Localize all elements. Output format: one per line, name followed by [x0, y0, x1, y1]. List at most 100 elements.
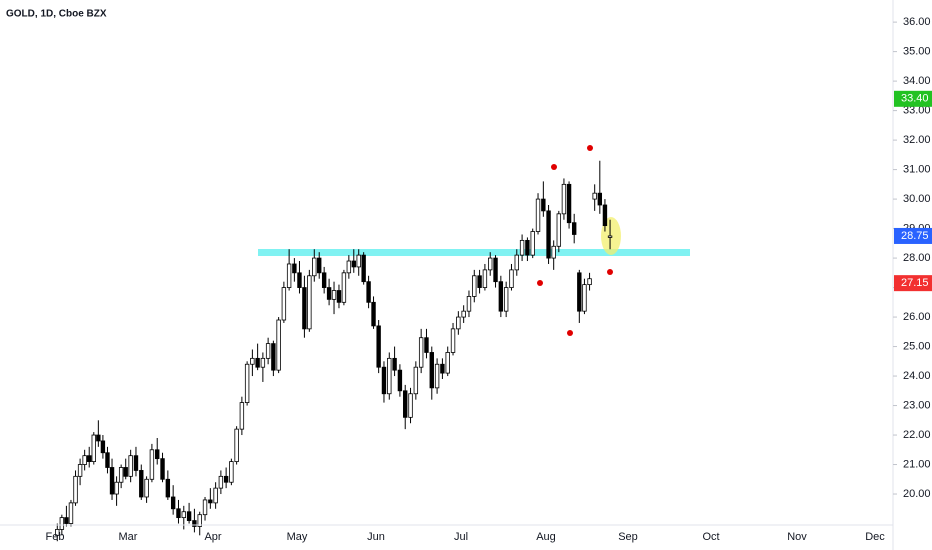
candle-body — [286, 263, 292, 288]
candle-body — [366, 281, 371, 303]
x-tick-label: May — [287, 531, 308, 543]
candle-body — [55, 529, 60, 536]
candle-body — [265, 343, 271, 359]
price-tag — [894, 90, 932, 107]
candle-body — [376, 325, 381, 368]
candle-body — [346, 260, 352, 274]
candle-body — [493, 257, 498, 283]
candle-body — [255, 357, 260, 368]
candle-body — [341, 272, 347, 303]
x-tick-label: Feb — [46, 531, 65, 543]
candle-body — [571, 222, 577, 235]
candle-body — [408, 393, 413, 418]
candle-body — [307, 275, 312, 330]
price-tag — [894, 275, 932, 292]
candle-body — [87, 455, 92, 462]
y-tick-label: 25.00 — [903, 340, 931, 352]
candle-body — [317, 257, 322, 274]
candle-body — [100, 440, 106, 454]
y-tick-label: 22.00 — [903, 429, 931, 441]
candle-body — [434, 363, 440, 389]
x-tick-label: Jul — [454, 531, 468, 543]
candle-body — [114, 481, 119, 495]
price-tag-label: 27.15 — [901, 277, 929, 289]
candle-body — [418, 337, 424, 368]
candle-body — [96, 434, 101, 442]
candle-body — [456, 316, 461, 330]
candle-body — [413, 366, 419, 395]
marker-dot — [567, 330, 573, 336]
candles — [55, 160, 613, 542]
candle-body — [561, 183, 567, 215]
candle-body — [351, 260, 356, 268]
candle-body — [139, 470, 144, 498]
price-tag-label: 33.40 — [901, 93, 929, 105]
candle-body — [312, 257, 317, 277]
candle-body — [331, 290, 337, 300]
x-tick-label: Sep — [618, 531, 638, 543]
candle-body — [77, 464, 83, 477]
candle-body — [64, 517, 69, 524]
candle-body — [597, 192, 603, 206]
candle-body — [429, 352, 434, 389]
price-tag-label: 28.75 — [901, 230, 929, 242]
y-tick-label: 36.00 — [903, 16, 931, 28]
candle-body — [592, 192, 597, 200]
candle-body — [181, 511, 186, 519]
candle-body — [381, 366, 387, 395]
candle-body — [176, 508, 181, 519]
candle-body — [281, 287, 287, 321]
candle-body — [144, 478, 149, 498]
candle-body — [244, 363, 250, 403]
candle-body — [186, 511, 192, 521]
candle-body — [276, 319, 281, 371]
candle-body — [223, 475, 229, 483]
candle-body — [541, 198, 546, 212]
candle-body — [239, 402, 245, 430]
candle-body — [165, 478, 171, 498]
candle-body — [530, 231, 535, 256]
candle-body — [128, 455, 133, 477]
candle-body — [73, 475, 78, 504]
candle-body — [82, 455, 87, 465]
candle-body — [202, 499, 208, 516]
candle-body — [397, 369, 403, 392]
candle-body — [450, 328, 456, 353]
x-tick-label: Nov — [787, 531, 807, 543]
y-tick-label: 26.00 — [903, 311, 931, 323]
candle-body — [133, 455, 139, 471]
candle-body — [424, 337, 429, 353]
candle-body — [229, 461, 234, 483]
candle-body — [440, 363, 445, 374]
candle-body — [577, 272, 582, 312]
candle-body — [302, 287, 307, 330]
marker-dot — [607, 269, 613, 275]
chart-title: GOLD, 1D, Cboe BZX — [6, 9, 107, 20]
candle-body — [602, 204, 608, 227]
candle-body — [250, 357, 255, 365]
candle-body — [551, 245, 556, 259]
y-tick-label: 34.00 — [903, 75, 931, 87]
candle-body — [514, 254, 519, 271]
candle-body — [260, 357, 266, 368]
candle-body — [218, 475, 224, 489]
candle-body — [68, 502, 74, 524]
candle-body — [498, 281, 504, 312]
x-tick-label: Mar — [119, 531, 138, 543]
marker-dot — [587, 145, 593, 151]
candle-body — [149, 449, 155, 480]
candle-body — [234, 428, 239, 462]
x-tick-label: Jun — [367, 531, 385, 543]
candle-body — [160, 458, 165, 480]
candle-body — [356, 254, 361, 268]
marker-dot — [537, 280, 543, 286]
y-tick-label: 31.00 — [903, 163, 931, 175]
candle-body — [477, 275, 482, 288]
candle-body — [297, 272, 302, 288]
candle-body — [123, 467, 128, 477]
candle-body — [472, 275, 477, 297]
candle-body — [336, 290, 342, 303]
support-zone — [258, 249, 690, 256]
candle-body — [488, 257, 493, 271]
